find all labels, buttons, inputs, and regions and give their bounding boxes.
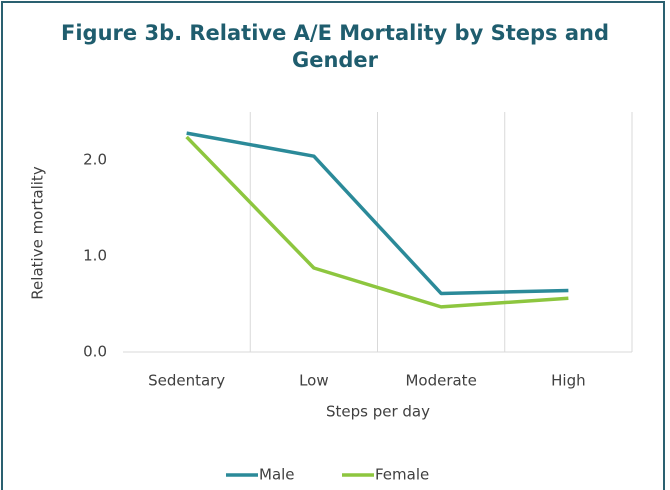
y-axis-label: Relative mortality xyxy=(29,166,47,300)
line-series xyxy=(185,135,569,309)
legend-label: Male xyxy=(259,466,295,484)
chart-title: Figure 3b. Relative A/E Mortality by Ste… xyxy=(61,21,609,72)
legend-label: Female xyxy=(375,466,429,484)
line-series xyxy=(186,131,569,296)
x-axis-label: Steps per day xyxy=(326,403,430,421)
y-tick-label: 0.0 xyxy=(83,343,107,361)
x-tick-label: Low xyxy=(299,372,329,390)
y-tick-label: 1.0 xyxy=(83,247,107,265)
x-tick-label: Sedentary xyxy=(148,372,225,390)
x-tick-label: High xyxy=(551,372,585,390)
x-tick-label: Moderate xyxy=(405,372,476,390)
y-tick-label: 2.0 xyxy=(83,151,107,169)
